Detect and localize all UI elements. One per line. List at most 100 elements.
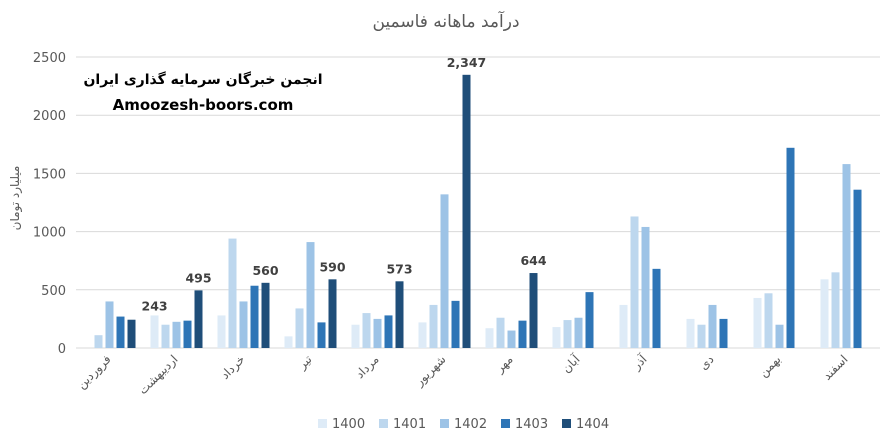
category-label: خرداد (218, 352, 248, 382)
bar-1401 (764, 293, 773, 348)
data-label: 590 (319, 259, 345, 274)
bar-1400 (552, 327, 561, 348)
bar-1401 (563, 320, 572, 348)
legend-label: 1403 (515, 417, 548, 432)
watermark-url: Amoozesh-boors.com (113, 96, 294, 114)
bar-1402 (373, 318, 382, 348)
legend-label: 1404 (576, 417, 609, 432)
category-label: مرداد (353, 352, 383, 382)
bar-1400 (351, 324, 360, 348)
bar-1402 (842, 164, 851, 348)
legend-label: 1401 (393, 417, 426, 432)
bar-1400 (485, 328, 494, 348)
gridlines (76, 56, 880, 349)
bar-1404 (395, 281, 404, 348)
bar-1404 (529, 273, 538, 348)
bar-1402 (574, 317, 583, 348)
legend-swatch (501, 419, 510, 428)
bar-1403 (585, 292, 594, 348)
bar-1404 (194, 290, 203, 348)
bar-1403 (183, 320, 192, 348)
bar-1400 (418, 322, 427, 348)
bar-1402 (105, 301, 114, 348)
bar-1404 (261, 282, 270, 348)
bar-1402 (641, 226, 650, 348)
bar-1400 (619, 304, 628, 348)
legend: 1400 1401 1402 1403 1404 (318, 417, 609, 432)
data-labels: 243 495 560 590 573 2,347 644 (142, 55, 547, 314)
category-label: اسفند (820, 352, 851, 383)
y-tick-labels: 0 500 1000 1500 2000 2500 (33, 51, 66, 357)
y-tick-label: 0 (58, 342, 66, 357)
category-label: تیر (294, 352, 315, 373)
bar-1403 (384, 315, 393, 348)
bar-1401 (295, 308, 304, 348)
legend-swatch (562, 419, 571, 428)
bar-1400 (686, 318, 695, 348)
bar-1401 (362, 313, 371, 348)
bar-1402 (172, 321, 181, 348)
bar-1401 (496, 317, 505, 348)
legend-swatch (318, 419, 327, 428)
bar-1403 (853, 189, 862, 348)
bar-1403 (786, 147, 795, 348)
bar-1401 (161, 324, 170, 348)
data-label: 2,347 (447, 55, 487, 70)
y-tick-label: 500 (41, 284, 66, 299)
data-label: 573 (386, 261, 412, 276)
bar-1402 (507, 330, 516, 348)
category-label: اردیبهشت (136, 352, 182, 398)
bar-1400 (753, 297, 762, 348)
y-tick-label: 1500 (33, 167, 66, 182)
bar-1400 (150, 315, 159, 348)
bar-1402 (306, 242, 315, 348)
bar-1403 (116, 316, 125, 348)
bar-1402 (775, 324, 784, 348)
bar-1401 (94, 335, 103, 348)
bar-1404 (462, 74, 471, 348)
category-label: مهر (492, 352, 516, 376)
bar-1400 (284, 336, 293, 348)
y-axis-label: میلیارد تومان (8, 166, 23, 231)
bar-1404 (328, 279, 337, 348)
bar-1400 (217, 315, 226, 348)
bar-1403 (317, 322, 326, 348)
bar-1401 (697, 324, 706, 348)
watermark-title: انجمن خبرگان سرمایه گذاری ایران (83, 71, 322, 88)
bar-1401 (630, 216, 639, 348)
bar-1401 (429, 304, 438, 348)
bar-1403 (652, 268, 661, 348)
bar-1402 (239, 301, 248, 348)
bar-1400 (820, 279, 829, 348)
legend-label: 1402 (454, 417, 487, 432)
bar-1403 (518, 320, 527, 348)
bars (94, 74, 862, 348)
bar-1404 (127, 319, 136, 348)
chart-title: درآمد ماهانه فاسمین (372, 10, 519, 32)
y-tick-label: 2000 (33, 109, 66, 124)
category-label: دی (696, 352, 716, 372)
y-tick-label: 1000 (33, 226, 66, 241)
category-label: بهمن (756, 352, 784, 380)
legend-swatch (379, 419, 388, 428)
bar-1403 (250, 285, 259, 348)
data-label: 644 (520, 253, 546, 268)
category-label: شهریور (411, 352, 449, 390)
category-label: آذر (628, 351, 651, 374)
category-labels: فروردین اردیبهشت خرداد تیر مرداد شهریور مهر آبا… (74, 351, 850, 398)
bar-1403 (719, 318, 728, 348)
data-label: 560 (252, 263, 278, 278)
category-label: آبان (558, 351, 583, 376)
data-label: 495 (185, 270, 211, 285)
category-label: فروردین (74, 352, 114, 392)
bar-1403 (451, 300, 460, 348)
bar-1402 (440, 194, 449, 348)
bar-1401 (228, 238, 237, 348)
legend-swatch (440, 419, 449, 428)
data-label: 243 (142, 299, 168, 314)
bar-1401 (831, 272, 840, 348)
bar-1402 (708, 304, 717, 348)
legend-label: 1400 (332, 417, 365, 432)
y-tick-label: 2500 (33, 51, 66, 66)
